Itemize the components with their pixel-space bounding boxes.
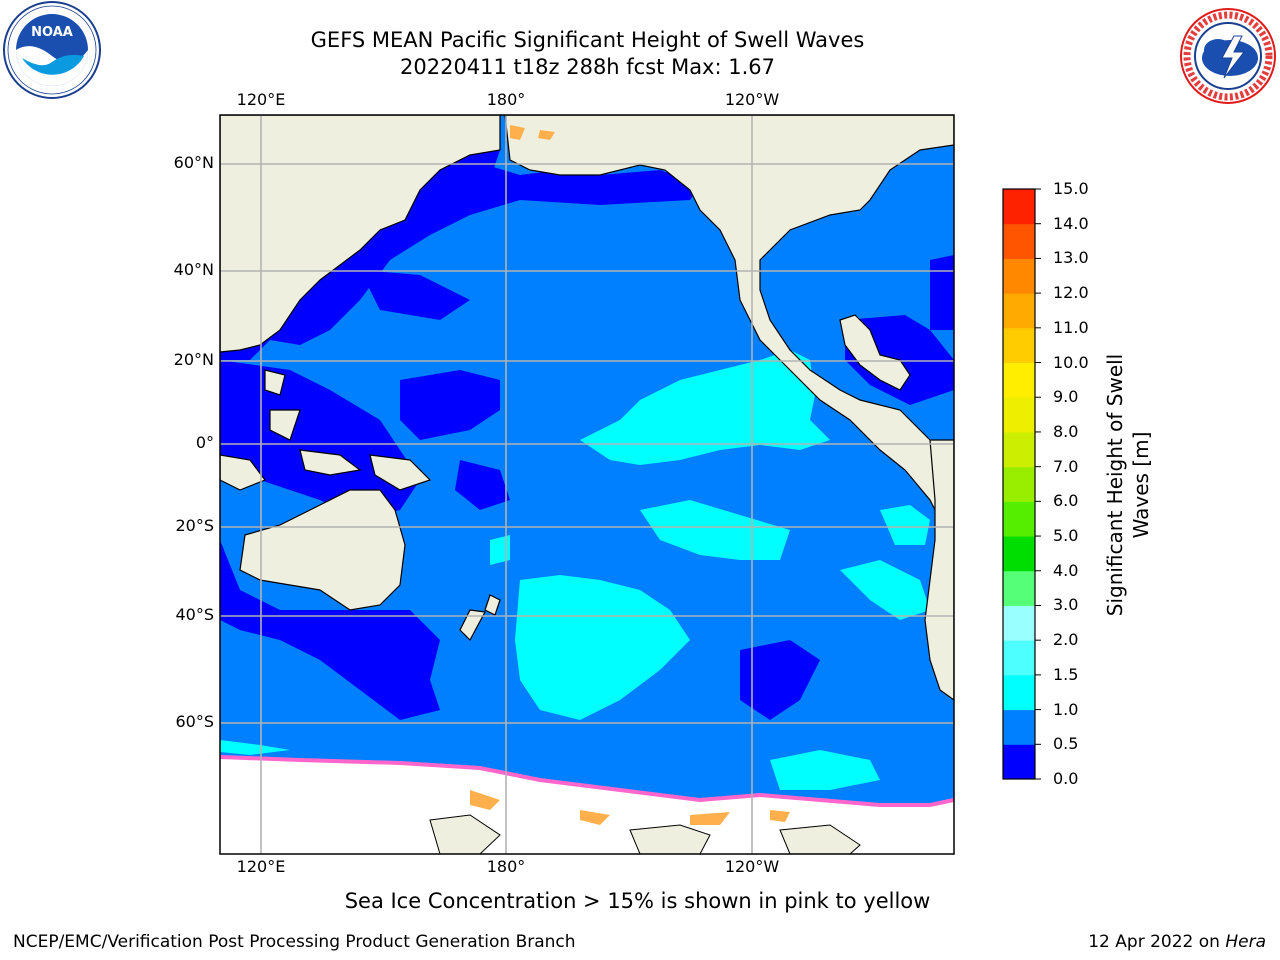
map-frame (219, 114, 955, 855)
colorbar-segment (1003, 293, 1035, 329)
sea-ice-edge (220, 755, 954, 807)
colorbar-title-line2: Waves [m] (1129, 431, 1153, 539)
lon-label-top-120w: 120°W (724, 90, 780, 109)
gridlines (220, 115, 954, 854)
colorbar-tick-label: 1.5 (1053, 664, 1079, 684)
colorbar-segment (1003, 362, 1035, 398)
lon-label-bottom-120w: 120°W (724, 857, 780, 876)
colorbar-tick-label: 13.0 (1053, 248, 1089, 268)
colorbar-segment (1003, 605, 1035, 641)
colorbar-tick-label: 12.0 (1053, 283, 1089, 303)
footer-date-text: 12 Apr 2022 on (1088, 932, 1226, 952)
land (220, 115, 954, 701)
colorbar-tick-label: 7.0 (1053, 456, 1079, 476)
colorbar-tick-label: 10.0 (1053, 352, 1089, 372)
colorbar-segment (1003, 466, 1035, 502)
sea-ice-note: Sea Ice Concentration > 15% is shown in … (344, 889, 931, 913)
colorbar-tick-label: 0.5 (1053, 734, 1079, 754)
colorbar-segment (1003, 536, 1035, 572)
colorbar-segment (1003, 189, 1035, 225)
colorbar-segment (1003, 258, 1035, 294)
colorbar-segment (1003, 709, 1035, 745)
sea-ice-high-concentration (470, 790, 790, 825)
colorbar-frame (1002, 188, 1036, 780)
sea-ice-region (220, 757, 954, 854)
colorbar-tick-label: 8.0 (1053, 421, 1079, 441)
colorbar-segment (1003, 223, 1035, 259)
lat-label-40n: 40°N (173, 260, 214, 279)
footer-host: Hera (1225, 932, 1266, 952)
colorbar-tick-label: 4.0 (1053, 560, 1079, 580)
lat-label-40s: 40°S (175, 605, 214, 624)
colorbar-segment (1003, 327, 1035, 364)
svg-text:NOAA: NOAA (31, 25, 73, 40)
map-panel (220, 115, 954, 854)
colorbar-tick-label: 0.0 (1053, 769, 1079, 788)
chart-title: GEFS MEAN Pacific Significant Height of … (310, 28, 865, 52)
lat-label-60n: 60°N (173, 153, 214, 172)
colorbar-segment (1003, 570, 1035, 606)
colorbar-segment (1003, 397, 1035, 433)
lat-label-60s: 60°S (175, 712, 214, 731)
colorbar-tick-label: 11.0 (1053, 317, 1089, 337)
national-weather-service-logo (1180, 8, 1276, 104)
lat-label-20n: 20°N (173, 350, 214, 369)
swell-1.0-1.5-regions (220, 350, 930, 790)
chart-subtitle: 20220411 t18z 288h fcst Max: 1.67 (400, 55, 775, 79)
lon-label-bottom-180: 180° (486, 857, 526, 876)
colorbar-tick-label: 5.0 (1053, 526, 1079, 546)
colorbar (1003, 189, 1035, 780)
colorbar-tick-label: 15.0 (1053, 179, 1089, 198)
lat-label-0: 0° (195, 433, 214, 452)
colorbar-tick-label: 6.0 (1053, 491, 1079, 511)
colorbar-title: Significant Height of Swell Waves [m] (1102, 354, 1154, 616)
colorbar-segment (1003, 501, 1035, 537)
colorbar-title-line1: Significant Height of Swell (1103, 353, 1127, 617)
colorbar-tick-label: 1.0 (1053, 699, 1079, 719)
lon-label-top-120e: 120°E (236, 90, 286, 109)
lat-label-20s: 20°S (175, 516, 214, 535)
footer-organization: NCEP/EMC/Verification Post Processing Pr… (13, 932, 576, 952)
colorbar-segment (1003, 431, 1035, 468)
colorbar-tick-label: 9.0 (1053, 387, 1079, 407)
colorbar-segment (1003, 674, 1035, 711)
lon-label-top-180: 180° (486, 90, 526, 109)
noaa-logo: NOAA (3, 1, 101, 99)
colorbar-tick-label: 3.0 (1053, 595, 1079, 615)
colorbar-segment (1003, 640, 1035, 676)
colorbar-segment (1003, 744, 1035, 780)
colorbar-tick-label: 14.0 (1053, 213, 1089, 233)
footer-date: 12 Apr 2022 on Hera (1088, 932, 1266, 952)
colorbar-tick-label: 2.0 (1053, 630, 1079, 650)
colorbar-ticks (1035, 188, 1041, 780)
antarctica-land (429, 814, 861, 854)
lon-label-bottom-120e: 120°E (236, 857, 286, 876)
